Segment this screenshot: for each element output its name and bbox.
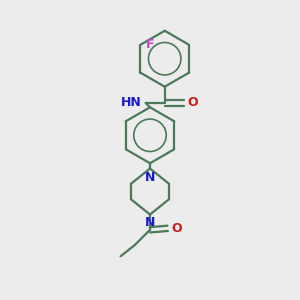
Text: HN: HN [121, 96, 142, 110]
Text: O: O [171, 222, 182, 235]
Text: F: F [146, 38, 154, 51]
Text: N: N [145, 171, 155, 184]
Text: N: N [145, 216, 155, 229]
Text: O: O [188, 96, 198, 110]
